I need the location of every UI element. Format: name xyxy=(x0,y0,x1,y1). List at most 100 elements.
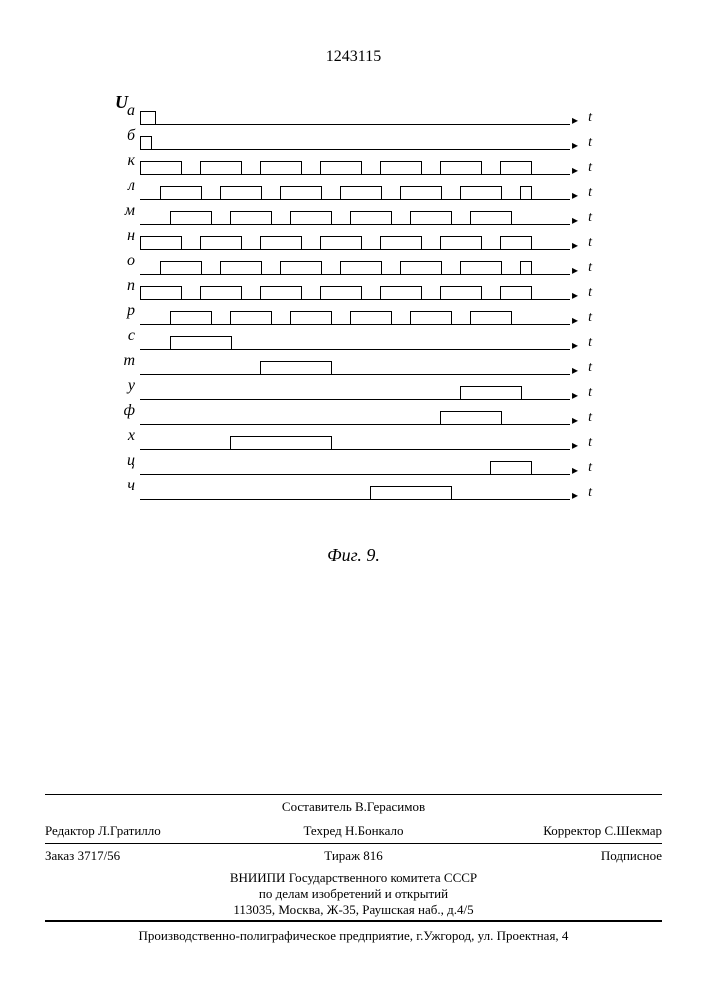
subscription-cell: Подписное xyxy=(456,848,662,864)
figure-caption: Фиг. 9. xyxy=(327,545,380,566)
pulse xyxy=(350,211,392,224)
arrow-icon: ▸ xyxy=(572,413,578,428)
pulse xyxy=(470,211,512,224)
pulse xyxy=(350,311,392,324)
timeline: ▸t xyxy=(140,474,570,500)
timing-row: ц▸t xyxy=(140,450,570,475)
x-axis-label: t xyxy=(588,285,592,301)
timeline: ▸t xyxy=(140,274,570,300)
pulse xyxy=(500,236,532,249)
pulse xyxy=(440,411,502,424)
editor-cell: Редактор Л.Гратилло xyxy=(45,823,251,839)
timing-row: к▸t xyxy=(140,150,570,175)
pulse xyxy=(340,261,382,274)
timeline: ▸t xyxy=(140,399,570,425)
arrow-icon: ▸ xyxy=(572,238,578,253)
pulse xyxy=(370,486,452,499)
compiler-name: В.Герасимов xyxy=(355,799,425,814)
x-axis-label: t xyxy=(588,235,592,251)
timeline: ▸t xyxy=(140,149,570,175)
pulse xyxy=(460,186,502,199)
x-axis-label: t xyxy=(588,435,592,451)
page-number: 1243115 xyxy=(326,48,381,66)
timing-row: п▸t xyxy=(140,275,570,300)
pulse xyxy=(170,311,212,324)
pulse xyxy=(280,261,322,274)
row-label: н xyxy=(115,227,135,245)
pulse xyxy=(260,161,302,174)
row-label: п xyxy=(115,277,135,295)
timeline: ▸t xyxy=(140,424,570,450)
pulse xyxy=(520,186,532,199)
pulse xyxy=(320,286,362,299)
techred-cell: Техред Н.Бонкало xyxy=(251,823,457,839)
credits-row: Редактор Л.Гратилло Техред Н.Бонкало Кор… xyxy=(45,819,662,844)
printer-line: Производственно-полиграфическое предприя… xyxy=(45,922,662,950)
pulse xyxy=(440,286,482,299)
pulse xyxy=(230,436,332,449)
arrow-icon: ▸ xyxy=(572,363,578,378)
timeline: ▸t xyxy=(140,449,570,475)
pulse xyxy=(260,236,302,249)
pulse xyxy=(160,186,202,199)
row-label: т xyxy=(115,352,135,370)
timeline: ▸t xyxy=(140,124,570,150)
timeline: ▸t xyxy=(140,249,570,275)
pulse xyxy=(140,236,182,249)
pulse xyxy=(140,286,182,299)
pulse xyxy=(290,311,332,324)
pulse xyxy=(460,261,502,274)
x-axis-label: t xyxy=(588,160,592,176)
pulse xyxy=(410,211,452,224)
x-axis-label: t xyxy=(588,260,592,276)
order-row: Заказ 3717/56 Тираж 816 Подписное xyxy=(45,844,662,868)
arrow-icon: ▸ xyxy=(572,263,578,278)
row-label: с xyxy=(115,327,135,345)
arrow-icon: ▸ xyxy=(572,388,578,403)
row-label: л xyxy=(115,177,135,195)
timing-diagram: U а▸tб▸tк▸tл▸tм▸tн▸tо▸tп▸tр▸tс▸tт▸tу▸tф▸… xyxy=(140,100,570,500)
timing-row: н▸t xyxy=(140,225,570,250)
rows-container: а▸tб▸tк▸tл▸tм▸tн▸tо▸tп▸tр▸tс▸tт▸tу▸tф▸tх… xyxy=(140,100,570,500)
pulse xyxy=(200,161,242,174)
pulse xyxy=(140,161,182,174)
timing-row: ч▸t xyxy=(140,475,570,500)
arrow-icon: ▸ xyxy=(572,113,578,128)
timing-row: х▸t xyxy=(140,425,570,450)
pulse xyxy=(200,286,242,299)
row-label: х xyxy=(115,427,135,445)
timing-row: ф▸t xyxy=(140,400,570,425)
arrow-icon: ▸ xyxy=(572,338,578,353)
arrow-icon: ▸ xyxy=(572,138,578,153)
pulse xyxy=(520,261,532,274)
x-axis-label: t xyxy=(588,135,592,151)
pulse xyxy=(260,361,332,374)
pulse xyxy=(200,236,242,249)
pulse xyxy=(320,161,362,174)
compiler-label: Составитель xyxy=(282,799,352,814)
arrow-icon: ▸ xyxy=(572,463,578,478)
timing-row: у▸t xyxy=(140,375,570,400)
corrector-cell: Корректор С.Шекмар xyxy=(456,823,662,839)
timeline: ▸t xyxy=(140,349,570,375)
x-axis-label: t xyxy=(588,335,592,351)
footer: Составитель В.Герасимов Редактор Л.Грати… xyxy=(45,794,662,950)
pulse xyxy=(260,286,302,299)
arrow-icon: ▸ xyxy=(572,438,578,453)
row-label: р xyxy=(115,302,135,320)
timing-row: с▸t xyxy=(140,325,570,350)
pulse xyxy=(380,286,422,299)
timing-row: м▸t xyxy=(140,200,570,225)
pulse xyxy=(170,336,232,349)
arrow-icon: ▸ xyxy=(572,288,578,303)
pulse xyxy=(290,211,332,224)
arrow-icon: ▸ xyxy=(572,188,578,203)
pulse xyxy=(440,161,482,174)
tirazh-cell: Тираж 816 xyxy=(251,848,457,864)
timeline: ▸t xyxy=(140,374,570,400)
pulse xyxy=(460,386,522,399)
timeline: ▸t xyxy=(140,174,570,200)
row-label: ф xyxy=(115,402,135,420)
x-axis-label: t xyxy=(588,460,592,476)
pulse xyxy=(220,261,262,274)
